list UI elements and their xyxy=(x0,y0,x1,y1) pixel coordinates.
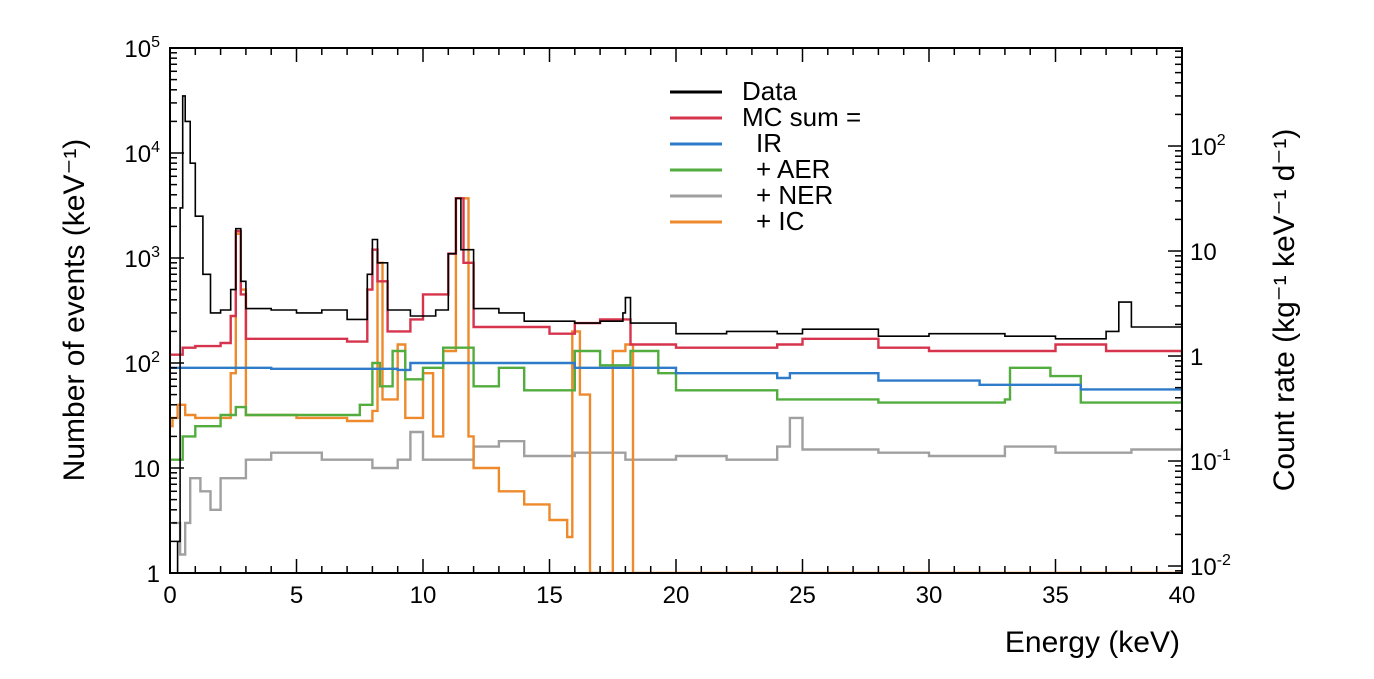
legend-label: + IC xyxy=(756,206,804,236)
y2-tick-label: 10 xyxy=(1190,239,1217,266)
x-axis-title: Energy (keV) xyxy=(1005,626,1180,659)
y-tick-label: 10 xyxy=(133,456,160,483)
legend-label: MC sum = xyxy=(742,102,861,132)
x-tick-label: 0 xyxy=(163,582,176,609)
x-tick-label: 20 xyxy=(663,582,690,609)
y-axis-title: Number of events (keV⁻¹) xyxy=(58,139,91,482)
x-tick-label: 40 xyxy=(1169,582,1196,609)
y2-axis-title: Count rate (kg⁻¹ keV⁻¹ d⁻¹) xyxy=(1268,129,1301,492)
ticks-layer xyxy=(169,48,1183,574)
legend-label: + AER xyxy=(756,154,830,184)
y-tick-label: 103 xyxy=(124,244,160,273)
legend-label: IR xyxy=(756,128,782,158)
x-tick-label: 10 xyxy=(410,582,437,609)
y-tick-label: 1 xyxy=(147,561,160,588)
y2-tick-label: 102 xyxy=(1190,132,1226,161)
x-tick-label: 25 xyxy=(789,582,816,609)
legend-label: Data xyxy=(742,76,797,106)
series-aer-line xyxy=(170,346,1182,461)
series-ir-line xyxy=(170,361,1182,395)
x-tick-label: 15 xyxy=(536,582,563,609)
x-tick-label: 5 xyxy=(290,582,303,609)
series-ic-line xyxy=(170,197,1182,573)
y2-tick-label: 10-1 xyxy=(1190,447,1231,476)
y2-tick-label: 1 xyxy=(1190,344,1203,371)
series-data-line xyxy=(175,95,1182,573)
x-tick-label: 30 xyxy=(916,582,943,609)
x-tick-label: 35 xyxy=(1042,582,1069,609)
legend-label: + NER xyxy=(756,180,833,210)
y-tick-label: 105 xyxy=(124,34,160,63)
tick-labels-layer: 0 5 10 15 20 25 30 35 40 1 10 102 103 104 105 10-2 10-1 1… xyxy=(124,34,1231,609)
y-tick-label: 104 xyxy=(124,139,160,168)
y2-tick-label: 10-2 xyxy=(1190,552,1231,581)
y-tick-label: 102 xyxy=(124,349,160,378)
series-layer xyxy=(170,95,1182,573)
series-ner-line xyxy=(172,416,1182,556)
